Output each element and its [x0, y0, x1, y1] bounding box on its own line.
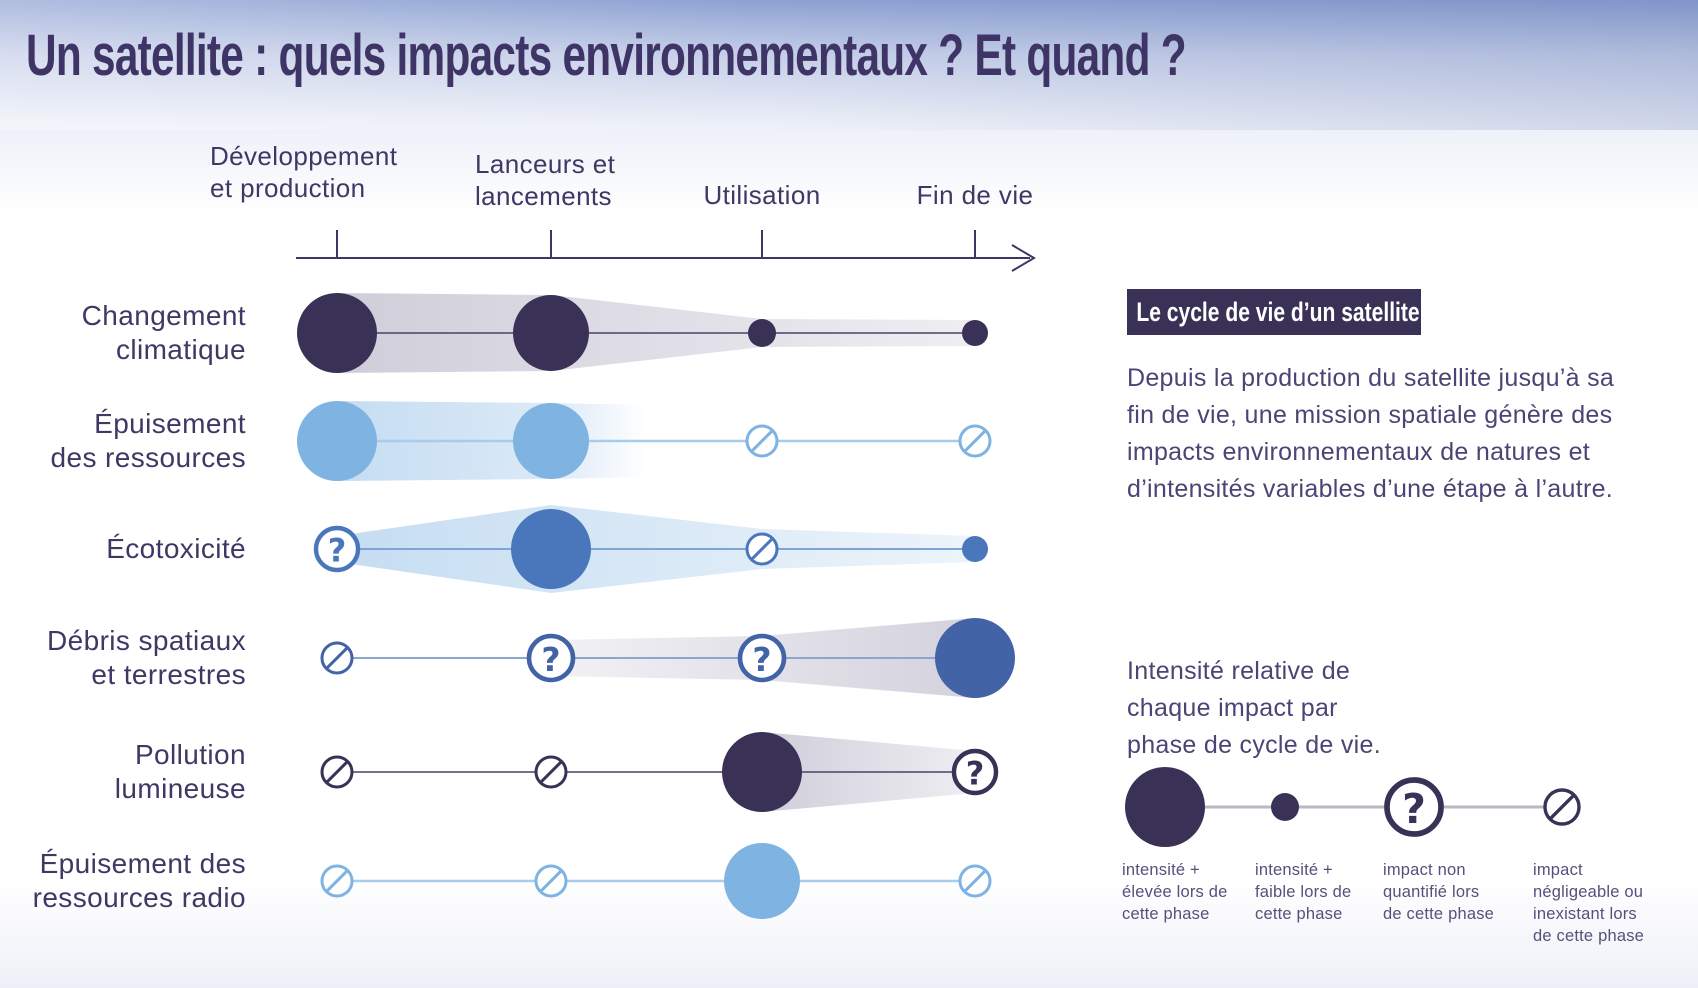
- impact-negligible-icon: [320, 864, 354, 898]
- svg-text:?: ?: [541, 640, 560, 679]
- impact-negligible-icon: [958, 424, 992, 458]
- impact-high-icon: [724, 843, 800, 919]
- legend-caption-high: intensité + élevée lors de cette phase: [1122, 861, 1228, 923]
- impact-unquantified-icon: ?: [526, 633, 576, 683]
- impact-label-epuisement-ressources: Épuisement des ressources: [50, 408, 246, 473]
- impact-label-ecotoxicite: Écotoxicité: [106, 533, 246, 564]
- impact-unquantified-icon: ?: [737, 633, 787, 683]
- impact-label-pollution-lumineuse: Pollution lumineuse: [114, 739, 246, 804]
- impact-negligible-icon: [958, 864, 992, 898]
- impact-low-icon: [962, 536, 988, 562]
- description-paragraph: Depuis la production du satellite jusqu’…: [1127, 364, 1615, 503]
- phase-label-developpement: Développement et production: [210, 141, 398, 203]
- impact-label-changement-climatique: Changement climatique: [81, 300, 246, 365]
- impact-negligible-icon: [320, 755, 354, 789]
- impact-high-icon: [297, 293, 377, 373]
- section-badge: Le cycle de vie d’un satellite: [1127, 289, 1421, 335]
- svg-text:?: ?: [966, 754, 985, 792]
- impact-negligible-icon: [745, 424, 779, 458]
- impact-high-icon: [935, 618, 1015, 698]
- impact-low-icon: [748, 319, 776, 347]
- impact-label-debris: Débris spatiaux et terrestres: [47, 625, 246, 690]
- svg-text:?: ?: [752, 640, 771, 679]
- impact-negligible-icon: [320, 641, 354, 675]
- legend-caption-unquantified: impact non quantifié lors de cette phase: [1383, 861, 1495, 923]
- legend-caption-negligible: impact négligeable ou inexistant lors de…: [1533, 861, 1645, 945]
- impact-high-icon: [511, 509, 591, 589]
- impact-negligible-icon: [534, 755, 568, 789]
- impact-high-icon: [1125, 767, 1205, 847]
- phase-label-fin-de-vie: Fin de vie: [916, 180, 1034, 210]
- impact-negligible-icon: [534, 864, 568, 898]
- impact-unquantified-icon: ?: [1384, 777, 1444, 837]
- legend-caption-low: intensité + faible lors de cette phase: [1255, 861, 1352, 923]
- axis-arrowhead-icon: [1011, 244, 1036, 272]
- impact-unquantified-icon: ?: [951, 748, 999, 796]
- impact-high-icon: [722, 732, 802, 812]
- impact-negligible-icon: [745, 532, 779, 566]
- impact-high-icon: [513, 295, 589, 371]
- impact-label-ressources-radio: Épuisement des ressources radio: [32, 848, 246, 913]
- phase-label-utilisation: Utilisation: [703, 180, 821, 210]
- impact-low-icon: [962, 320, 988, 346]
- svg-text:?: ?: [328, 531, 347, 569]
- phase-label-lanceurs: Lanceurs et lancements: [475, 149, 616, 211]
- impact-high-icon: [513, 403, 589, 479]
- page-title: Un satellite : quels impacts environneme…: [26, 23, 1187, 88]
- impact-low-icon: [1271, 793, 1299, 821]
- svg-text:?: ?: [1402, 785, 1426, 833]
- legend-intro: Intensité relative de chaque impact par …: [1127, 657, 1381, 759]
- impact-high-icon: [297, 401, 377, 481]
- impact-unquantified-icon: ?: [313, 525, 361, 573]
- impact-negligible-icon: [1543, 788, 1581, 826]
